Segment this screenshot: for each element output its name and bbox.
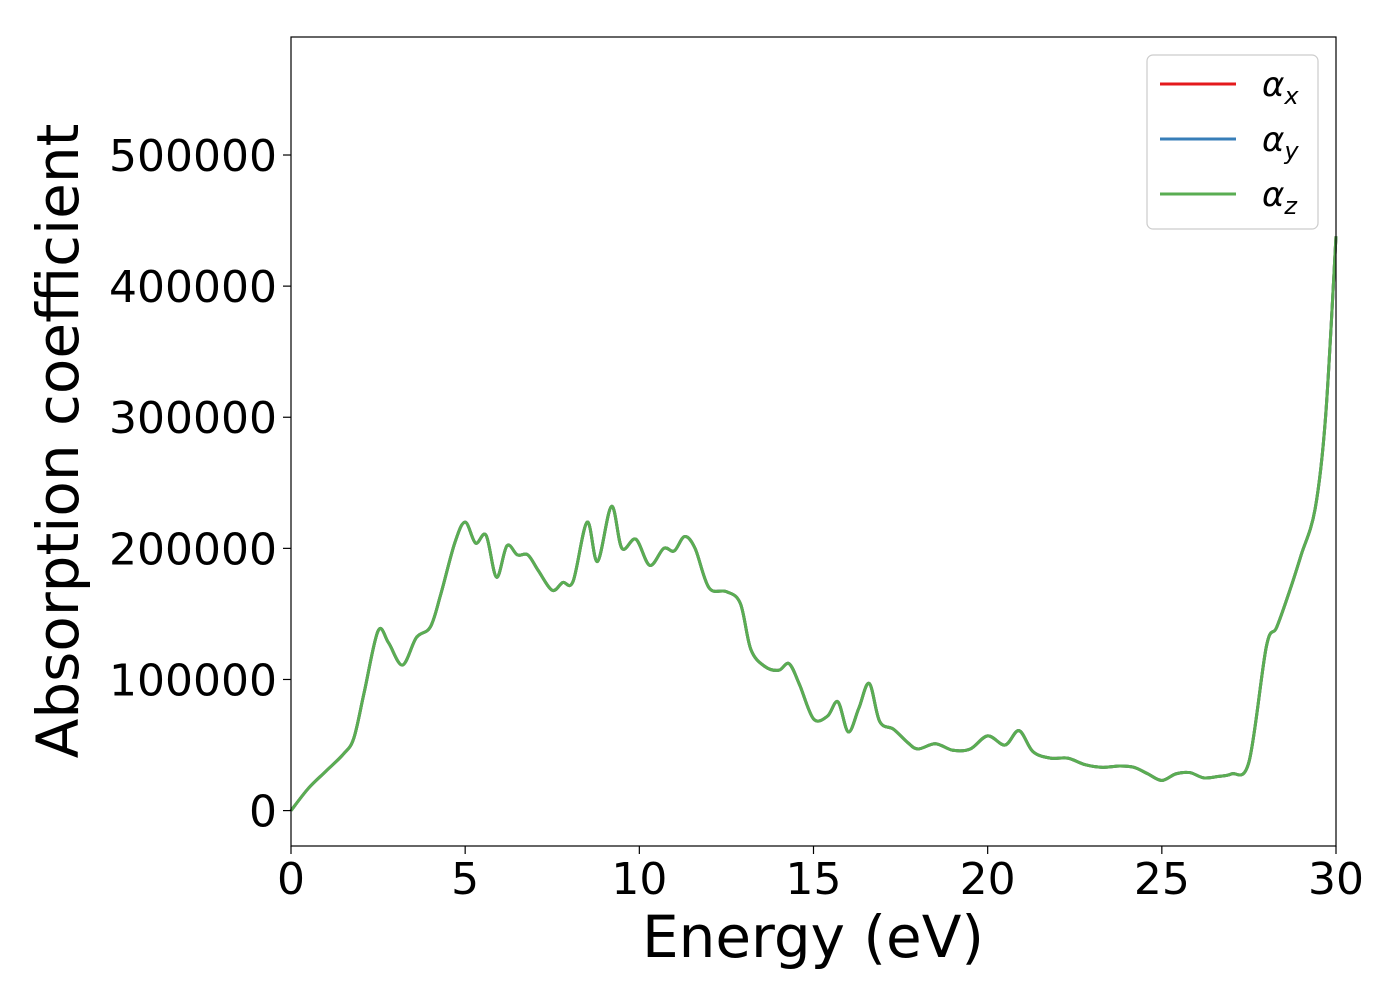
series-line-3 (289, 236, 1338, 812)
y-tick-label: 0 (249, 787, 277, 838)
y-tick-label: 400000 (109, 262, 277, 313)
x-tick-label: 5 (451, 854, 479, 905)
y-axis-label: Absorption coefficient (24, 124, 92, 759)
x-tick-label: 0 (277, 854, 305, 905)
y-tick-label: 200000 (109, 524, 277, 575)
y-tick-label: 100000 (109, 655, 277, 706)
legend-box (1146, 54, 1319, 230)
x-tick-label: 20 (960, 854, 1016, 905)
y-axis: 0 100000 200000 300000 400000 500000 (109, 131, 291, 838)
x-tick-label: 25 (1134, 854, 1190, 905)
x-tick-label: 15 (786, 854, 842, 905)
x-tick-label: 10 (611, 854, 667, 905)
x-axis: 0 5 10 15 20 25 30 (277, 846, 1364, 905)
y-tick-label: 500000 (109, 131, 277, 182)
y-tick-label: 300000 (109, 393, 277, 444)
series-layer (289, 236, 1338, 812)
x-axis-label: Energy (eV) (642, 903, 984, 971)
x-tick-label: 30 (1308, 854, 1364, 905)
